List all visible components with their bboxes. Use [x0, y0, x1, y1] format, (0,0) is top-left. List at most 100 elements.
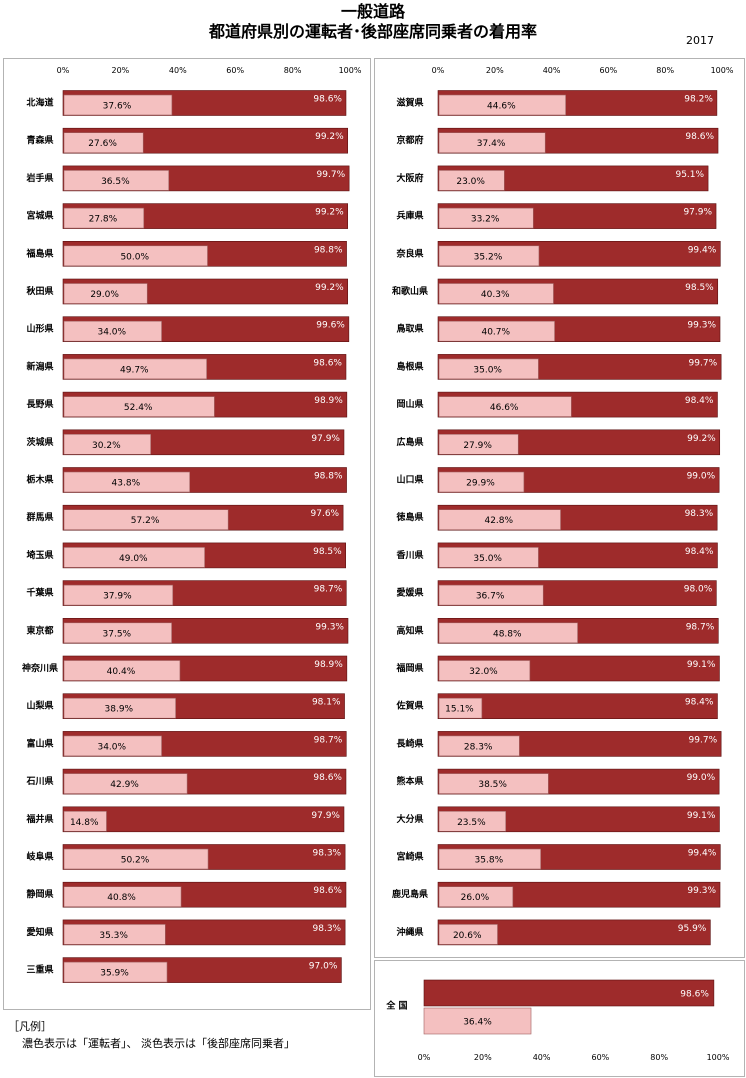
data-label-driver: 97.0%	[309, 962, 338, 972]
bar-rear	[63, 584, 174, 606]
data-label-driver: 98.3%	[685, 509, 714, 519]
bar-rear	[438, 283, 554, 304]
data-label-rear: 49.0%	[119, 554, 148, 564]
x-tick-label: 0%	[57, 66, 70, 75]
bar-driver	[62, 806, 345, 833]
data-label-rear: 37.4%	[477, 139, 506, 149]
bar-rear	[438, 207, 534, 229]
legend-label: ［凡例］	[8, 1020, 52, 1033]
category-label: 栃木県	[26, 474, 53, 486]
data-label-rear: 52.4%	[124, 403, 153, 413]
category-label: 群馬県	[25, 511, 53, 523]
data-label-rear: 37.9%	[103, 592, 132, 602]
category-label: 東京都	[26, 624, 53, 636]
data-label-rear: 35.0%	[473, 554, 502, 564]
bar-rear	[63, 924, 166, 945]
category-label: 愛媛県	[396, 587, 423, 599]
bar-rear	[438, 509, 561, 531]
data-label-rear: 33.2%	[471, 215, 500, 225]
data-label-driver: 99.3%	[687, 886, 716, 896]
bar-rear	[438, 622, 578, 644]
data-label-driver: 99.2%	[315, 132, 344, 142]
bar-rear	[63, 433, 151, 455]
data-label-rear: 15.1%	[445, 705, 474, 715]
bar-rear	[63, 471, 191, 493]
bar-rear	[63, 132, 144, 153]
category-label: 千葉県	[26, 587, 53, 599]
bar-rear	[63, 622, 172, 644]
panel-national	[374, 960, 745, 1077]
category-label: 山口県	[396, 474, 423, 486]
data-label-driver: 99.6%	[316, 321, 345, 331]
data-label-driver: 99.0%	[687, 472, 716, 482]
data-label-rear: 36.7%	[476, 592, 505, 602]
x-tick-label: 40%	[169, 66, 187, 75]
category-label: 愛知県	[26, 926, 53, 938]
category-label: 島根県	[396, 360, 423, 372]
category-label: 鹿児島県	[391, 888, 428, 900]
bar-rear	[438, 320, 555, 342]
data-label-rear: 35.9%	[100, 969, 129, 979]
data-label-driver: 99.4%	[688, 849, 717, 859]
data-label-rear: 35.0%	[473, 365, 502, 375]
data-label-rear: 35.8%	[475, 856, 504, 866]
data-label-driver: 98.7%	[686, 622, 715, 632]
bar-rear	[63, 396, 215, 417]
data-label-rear: 28.3%	[464, 742, 493, 752]
bar-rear	[438, 660, 531, 681]
bar-rear	[438, 735, 520, 757]
data-label-driver: 98.4%	[685, 547, 714, 557]
data-label-driver: 98.8%	[314, 472, 343, 482]
data-label-rear: 30.2%	[92, 441, 121, 451]
data-label-rear: 27.6%	[88, 139, 117, 149]
category-label: 福島県	[25, 247, 53, 259]
data-label-rear: 34.0%	[97, 328, 126, 338]
bar-rear	[438, 547, 539, 568]
bar-rear	[438, 170, 505, 191]
category-label: 北海道	[26, 97, 53, 109]
x-tick-label: 20%	[112, 66, 130, 75]
category-label: 大阪府	[396, 172, 423, 184]
x-tick-label: 80%	[284, 66, 302, 75]
category-label: 三重県	[26, 964, 53, 976]
x-tick-label: 80%	[650, 1053, 668, 1062]
x-tick-label: 100%	[711, 66, 734, 75]
x-tick-label: 40%	[533, 1053, 551, 1062]
bar-rear	[63, 660, 181, 681]
data-label-rear: 29.0%	[90, 290, 119, 300]
category-label: 和歌山県	[391, 285, 428, 297]
category-label: 宮崎県	[396, 851, 423, 863]
data-label-driver: 98.9%	[314, 660, 343, 670]
bar-rear	[438, 924, 498, 945]
data-label-rear: 48.8%	[493, 629, 522, 639]
bar-rear	[438, 358, 539, 380]
data-label-rear: 40.8%	[107, 893, 136, 903]
bar-rear	[438, 433, 519, 455]
bar-rear	[63, 207, 145, 229]
category-label: 沖縄県	[396, 926, 423, 938]
data-label-driver: 98.3%	[313, 924, 342, 934]
bar-driver	[423, 979, 715, 1007]
bar-rear	[63, 735, 162, 757]
x-tick-label: 100%	[707, 1053, 730, 1062]
data-label-rear: 37.5%	[103, 629, 132, 639]
category-label: 奈良県	[395, 247, 423, 259]
x-tick-label: 20%	[486, 66, 504, 75]
data-label-driver: 99.1%	[687, 660, 716, 670]
x-tick-label: 60%	[592, 1053, 610, 1062]
x-tick-label: 40%	[543, 66, 561, 75]
year-label: 2017	[686, 34, 714, 47]
data-label-rear: 36.5%	[101, 177, 130, 187]
data-label-driver: 99.3%	[687, 321, 716, 331]
data-label-driver: 98.3%	[313, 849, 342, 859]
x-tick-label: 100%	[339, 66, 362, 75]
data-label-driver: 98.7%	[314, 585, 343, 595]
data-label-driver: 98.6%	[685, 132, 714, 142]
data-label-driver: 98.0%	[684, 585, 713, 595]
data-label-rear: 46.6%	[490, 403, 519, 413]
data-label-driver: 95.9%	[678, 924, 707, 934]
bar-rear	[438, 886, 514, 908]
category-label: 長野県	[26, 399, 53, 410]
bar-rear	[63, 283, 148, 304]
data-label-driver: 99.1%	[687, 811, 716, 821]
